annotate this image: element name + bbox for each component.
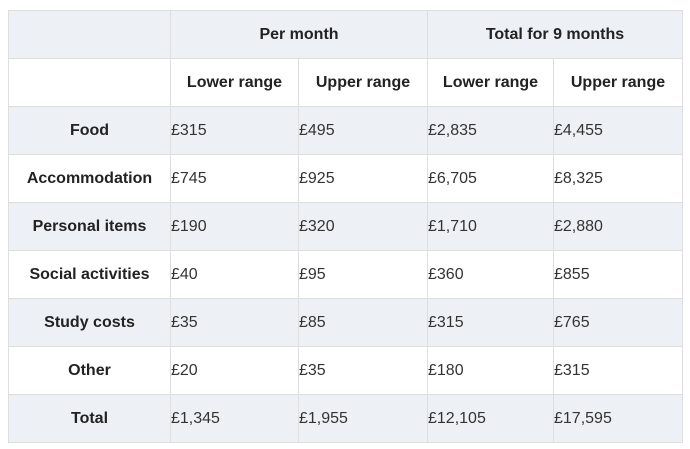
value-cell: £6,705 — [427, 154, 554, 203]
value-cell: £315 — [553, 346, 683, 395]
value-cell: £20 — [170, 346, 299, 395]
table-row-social-activities: Social activities £40 £95 £360 £855 — [8, 250, 683, 299]
table-row-study-costs: Study costs £35 £85 £315 £765 — [8, 298, 683, 347]
value-cell: £85 — [298, 298, 428, 347]
group-header-per-month: Per month — [170, 10, 428, 59]
row-label: Other — [8, 346, 171, 395]
value-cell: £360 — [427, 250, 554, 299]
group-header-row: Per month Total for 9 months — [8, 10, 683, 59]
row-label: Food — [8, 106, 171, 155]
sub-header-row: Lower range Upper range Lower range Uppe… — [8, 58, 683, 107]
table-header: Per month Total for 9 months Lower range… — [8, 10, 683, 107]
value-cell: £315 — [427, 298, 554, 347]
table-row-personal-items: Personal items £190 £320 £1,710 £2,880 — [8, 202, 683, 251]
value-cell: £2,835 — [427, 106, 554, 155]
cost-breakdown-table: Per month Total for 9 months Lower range… — [8, 10, 683, 443]
table-row-total: Total £1,345 £1,955 £12,105 £17,595 — [8, 394, 683, 443]
sub-header-per-month-lower: Lower range — [170, 58, 299, 107]
value-cell: £12,105 — [427, 394, 554, 443]
value-cell: £2,880 — [553, 202, 683, 251]
table-row-other: Other £20 £35 £180 £315 — [8, 346, 683, 395]
group-header-total-9-months: Total for 9 months — [427, 10, 683, 59]
table-body: Food £315 £495 £2,835 £4,455 Accommodation £74… — [8, 106, 683, 443]
table-row-food: Food £315 £495 £2,835 £4,455 — [8, 106, 683, 155]
value-cell: £8,325 — [553, 154, 683, 203]
value-cell: £1,710 — [427, 202, 554, 251]
value-cell: £35 — [170, 298, 299, 347]
value-cell: £495 — [298, 106, 428, 155]
value-cell: £17,595 — [553, 394, 683, 443]
value-cell: £190 — [170, 202, 299, 251]
value-cell: £40 — [170, 250, 299, 299]
corner-cell-sub — [8, 58, 171, 107]
row-label: Study costs — [8, 298, 171, 347]
row-label: Total — [8, 394, 171, 443]
table-row-accommodation: Accommodation £745 £925 £6,705 £8,325 — [8, 154, 683, 203]
value-cell: £320 — [298, 202, 428, 251]
value-cell: £765 — [553, 298, 683, 347]
corner-cell-top — [8, 10, 171, 59]
sub-header-total-upper: Upper range — [553, 58, 683, 107]
value-cell: £180 — [427, 346, 554, 395]
row-label: Social activities — [8, 250, 171, 299]
value-cell: £4,455 — [553, 106, 683, 155]
row-label: Personal items — [8, 202, 171, 251]
value-cell: £925 — [298, 154, 428, 203]
value-cell: £745 — [170, 154, 299, 203]
value-cell: £35 — [298, 346, 428, 395]
row-label: Accommodation — [8, 154, 171, 203]
value-cell: £855 — [553, 250, 683, 299]
sub-header-per-month-upper: Upper range — [298, 58, 428, 107]
value-cell: £95 — [298, 250, 428, 299]
sub-header-total-lower: Lower range — [427, 58, 554, 107]
value-cell: £1,345 — [170, 394, 299, 443]
value-cell: £315 — [170, 106, 299, 155]
value-cell: £1,955 — [298, 394, 428, 443]
